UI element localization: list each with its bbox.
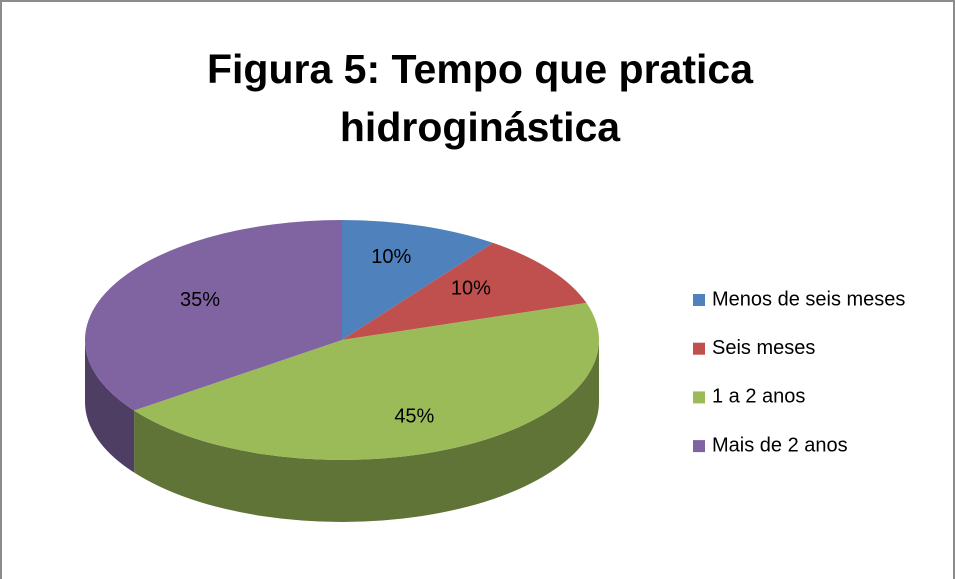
- pie-slice: [342, 220, 494, 340]
- legend-swatch: [693, 440, 705, 453]
- pie-slice: [342, 242, 587, 340]
- data-label: 45%: [394, 405, 434, 427]
- legend-label: Mais de 2 anos: [712, 434, 848, 456]
- data-label: 35%: [180, 289, 220, 311]
- legend-label: 1 a 2 anos: [712, 386, 805, 408]
- pie-side: [85, 340, 135, 473]
- legend-label: Menos de seis meses: [712, 288, 905, 310]
- pie-slice: [84, 220, 342, 411]
- data-label: 10%: [371, 246, 411, 268]
- legend-swatch: [693, 342, 705, 355]
- chart-title: Figura 5: Tempo que pratica hidroginásti…: [207, 46, 753, 150]
- legend-label: Seis meses: [712, 337, 815, 359]
- pie-slice: [134, 302, 599, 460]
- legend-swatch: [693, 294, 705, 306]
- legend-swatch: [693, 391, 705, 404]
- pie-side: [134, 340, 599, 522]
- data-label: 10%: [451, 277, 491, 299]
